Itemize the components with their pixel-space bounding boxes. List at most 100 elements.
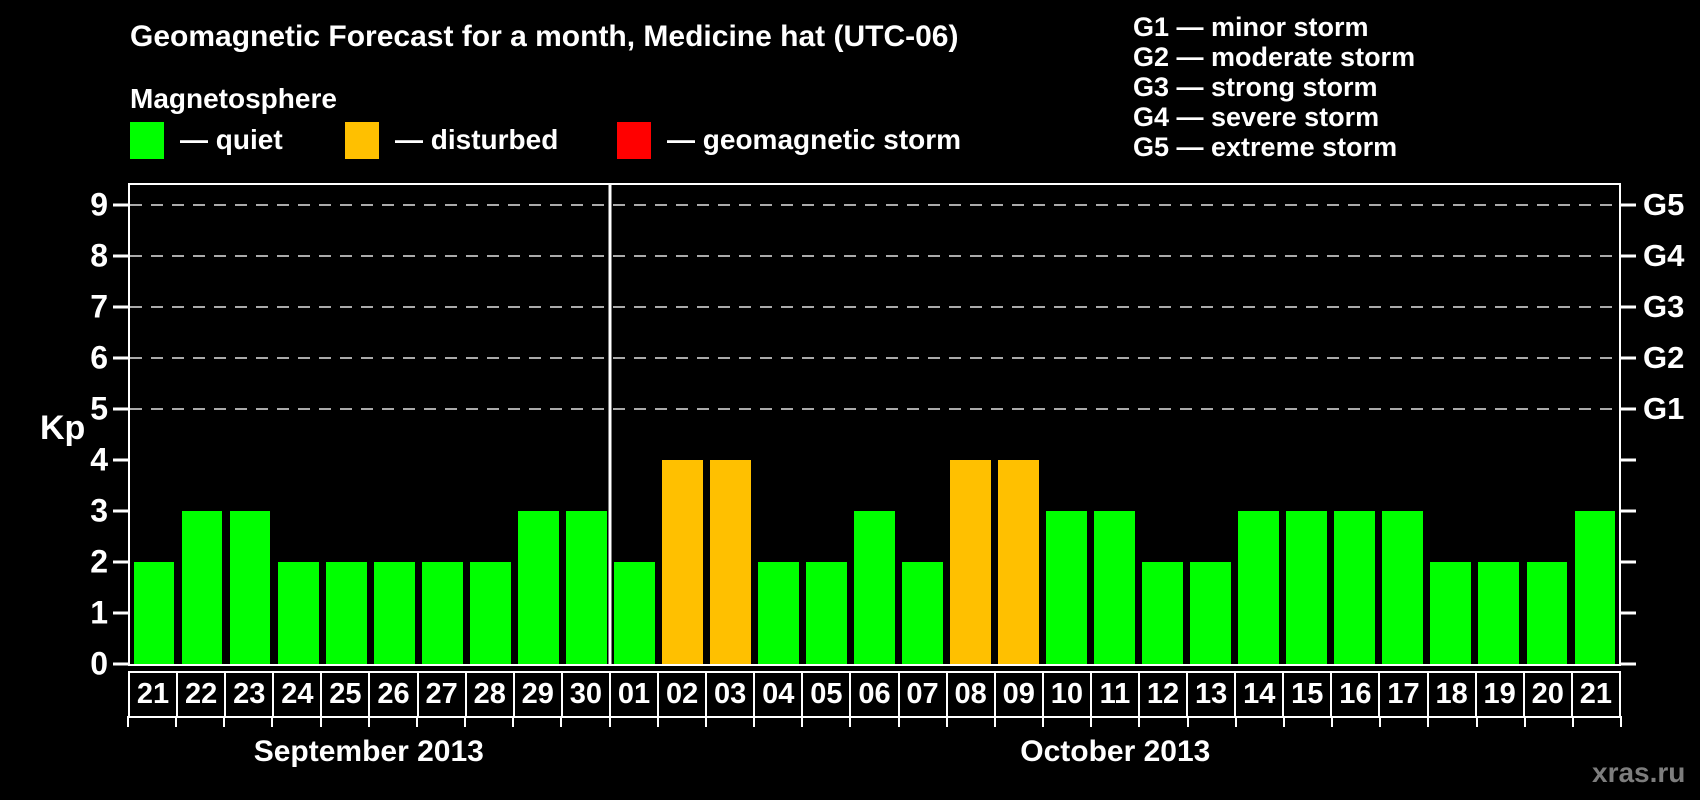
day-label-13: 13 bbox=[1186, 671, 1237, 718]
storm-scale-g1: G1 — minor storm bbox=[1133, 12, 1369, 42]
kp-bar-18 bbox=[1430, 562, 1472, 664]
day-label-05: 05 bbox=[801, 671, 852, 718]
day-boundary-tick bbox=[127, 716, 129, 727]
day-label-20: 20 bbox=[1522, 671, 1573, 718]
day-label-21: 21 bbox=[1570, 671, 1621, 718]
y-tick-right-3 bbox=[1621, 509, 1636, 513]
y-tick-label-4: 4 bbox=[90, 441, 108, 478]
bar-slot-30 bbox=[562, 185, 610, 664]
gridline-kp-8 bbox=[130, 255, 1619, 258]
bar-slot-05 bbox=[802, 185, 850, 664]
bar-slot-08 bbox=[947, 185, 995, 664]
day-boundary-tick bbox=[1234, 716, 1237, 727]
kp-bar-06 bbox=[854, 511, 895, 664]
bar-slot-18 bbox=[1427, 185, 1475, 664]
legend-item-quiet: — quiet bbox=[130, 121, 283, 159]
y-tick-right-5 bbox=[1621, 407, 1636, 411]
kp-bar-02 bbox=[661, 460, 703, 664]
y-tick-label-6: 6 bbox=[90, 339, 108, 376]
storm-scale-g4: G4 — severe storm bbox=[1133, 102, 1380, 132]
bar-slot-27 bbox=[418, 185, 466, 664]
day-label-07: 07 bbox=[897, 671, 948, 718]
bar-slot-22 bbox=[178, 185, 226, 664]
day-label-04: 04 bbox=[753, 671, 804, 718]
bar-slot-17 bbox=[1379, 185, 1427, 664]
y-tick-left-6 bbox=[113, 356, 128, 360]
kp-bar-09 bbox=[998, 460, 1039, 664]
gridline-kp-7 bbox=[130, 306, 1619, 309]
right-axis-label-g2: G2 bbox=[1643, 340, 1685, 376]
day-boundary-tick bbox=[704, 716, 707, 727]
y-tick-label-2: 2 bbox=[90, 543, 108, 580]
day-label-12: 12 bbox=[1137, 671, 1189, 718]
day-label-11: 11 bbox=[1089, 671, 1140, 718]
day-boundary-tick bbox=[1331, 716, 1334, 727]
kp-bar-17 bbox=[1382, 511, 1424, 664]
bar-slot-10 bbox=[1043, 185, 1091, 664]
bar-slot-21 bbox=[1571, 185, 1619, 664]
bar-slot-12 bbox=[1139, 185, 1187, 664]
bar-slot-11 bbox=[1091, 185, 1139, 664]
day-label-22: 22 bbox=[176, 671, 227, 718]
bar-slot-14 bbox=[1235, 185, 1283, 664]
disturbed-color-swatch bbox=[345, 121, 379, 159]
right-axis-label-g5: G5 bbox=[1643, 187, 1685, 223]
day-label-08: 08 bbox=[945, 671, 996, 718]
right-axis-label-g1: G1 bbox=[1643, 391, 1685, 427]
y-tick-right-9 bbox=[1621, 203, 1636, 207]
watermark: xras.ru bbox=[1592, 757, 1686, 788]
day-boundary-tick bbox=[512, 716, 515, 727]
plot-area: 0 1 2 3 4 5 6 7 8 9 G1 G2 G3 G4 G5 bbox=[90, 183, 1684, 682]
y-tick-left-3 bbox=[113, 509, 128, 513]
bar-slot-01 bbox=[610, 185, 658, 664]
y-tick-left-5 bbox=[113, 407, 128, 411]
y-tick-label-0: 0 bbox=[90, 645, 108, 682]
kp-bar-01 bbox=[613, 562, 655, 664]
kp-bar-20 bbox=[1526, 562, 1568, 664]
day-label-17: 17 bbox=[1378, 671, 1429, 718]
legend-label-disturbed: — disturbed bbox=[395, 124, 559, 155]
kp-bar-28 bbox=[469, 562, 511, 664]
y-tick-label-1: 1 bbox=[90, 594, 108, 631]
y-tick-right-2 bbox=[1621, 560, 1636, 564]
day-label-25: 25 bbox=[320, 671, 371, 718]
y-tick-label-8: 8 bbox=[90, 237, 108, 274]
y-axis-title-kp: Kp bbox=[40, 409, 86, 447]
storm-scale-g2: G2 — moderate storm bbox=[1133, 42, 1416, 72]
y-tick-right-8 bbox=[1621, 254, 1636, 258]
bar-slot-19 bbox=[1475, 185, 1523, 664]
kp-bar-23 bbox=[229, 511, 271, 664]
day-boundary-tick bbox=[175, 716, 178, 727]
bar-slot-15 bbox=[1283, 185, 1331, 664]
day-boundary-tick bbox=[897, 716, 900, 727]
day-boundary-tick bbox=[1090, 716, 1093, 727]
kp-bar-08 bbox=[950, 460, 991, 664]
day-boundary-tick bbox=[1523, 716, 1526, 727]
y-tick-left-7 bbox=[113, 305, 128, 309]
day-boundary-tick bbox=[1379, 716, 1382, 727]
kp-bar-10 bbox=[1046, 511, 1088, 664]
day-label-18: 18 bbox=[1426, 671, 1477, 718]
day-label-06: 06 bbox=[849, 671, 900, 718]
kp-bar-12 bbox=[1142, 562, 1184, 664]
legend-label-quiet: — quiet bbox=[180, 124, 283, 155]
y-tick-right-1 bbox=[1621, 611, 1636, 615]
kp-bar-13 bbox=[1190, 562, 1232, 664]
day-label-09: 09 bbox=[993, 671, 1044, 718]
day-label-15: 15 bbox=[1282, 671, 1333, 718]
day-label-24: 24 bbox=[272, 671, 323, 718]
kp-bar-04 bbox=[758, 562, 799, 664]
day-boundary-tick bbox=[464, 716, 467, 727]
day-boundary-tick bbox=[1475, 716, 1478, 727]
day-label-19: 19 bbox=[1474, 671, 1525, 718]
day-boundary-tick bbox=[801, 716, 804, 727]
y-tick-right-7 bbox=[1621, 305, 1636, 309]
day-boundary-tick bbox=[608, 716, 611, 727]
day-boundary-tick bbox=[1427, 716, 1430, 727]
y-tick-right-6 bbox=[1621, 356, 1636, 360]
day-label-27: 27 bbox=[416, 671, 467, 718]
y-tick-left-4 bbox=[113, 458, 128, 462]
y-tick-left-8 bbox=[113, 254, 128, 258]
kp-bar-14 bbox=[1238, 511, 1280, 664]
day-boundary-tick bbox=[1620, 716, 1622, 727]
